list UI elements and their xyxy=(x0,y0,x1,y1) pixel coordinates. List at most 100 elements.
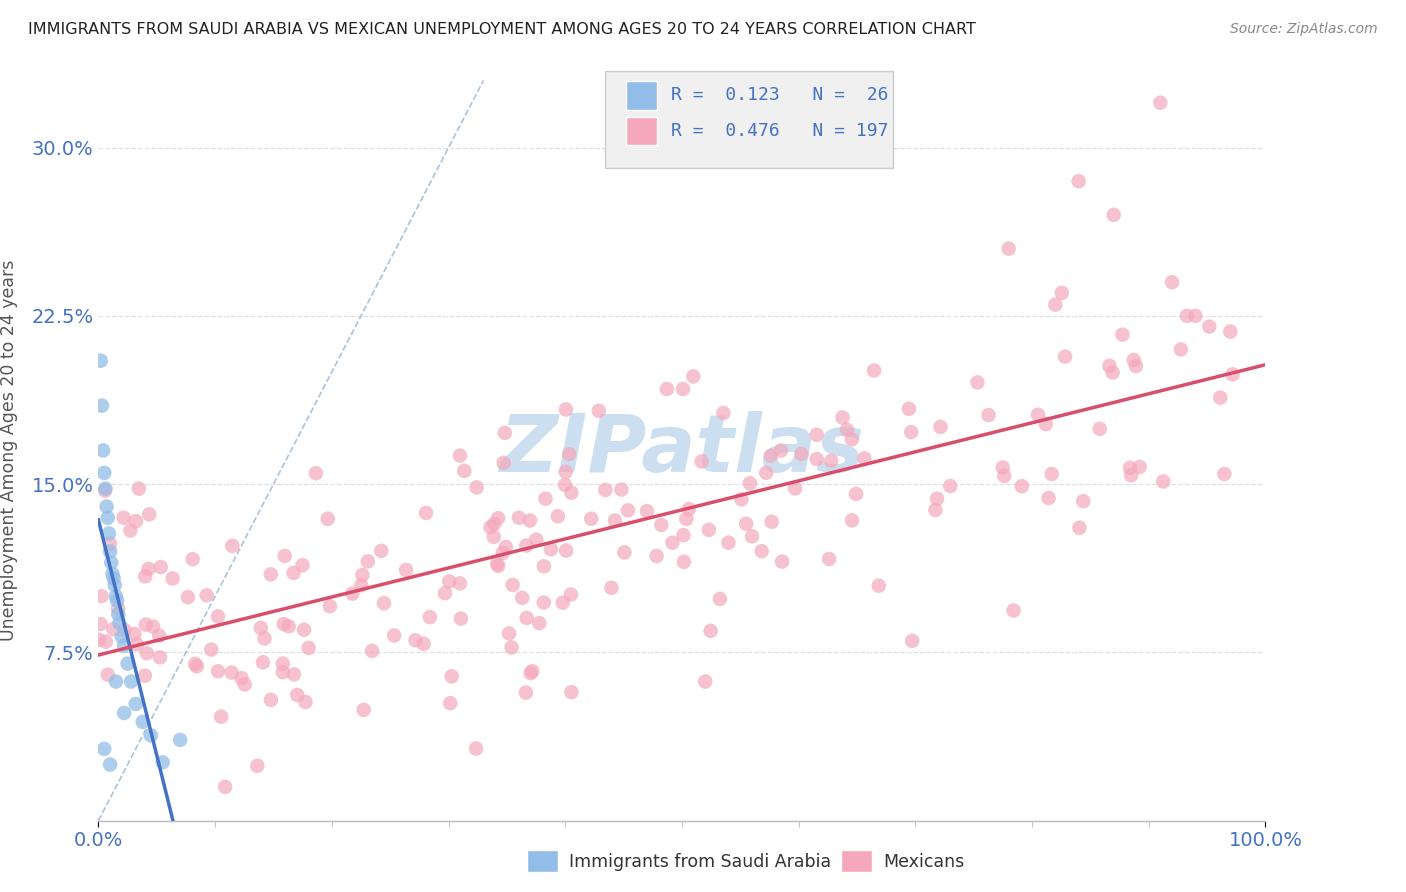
Point xyxy=(769,443,792,458)
Point xyxy=(120,524,142,538)
Point xyxy=(305,466,328,480)
Point xyxy=(519,666,541,681)
Point xyxy=(1102,208,1125,222)
Point xyxy=(853,451,876,466)
Point xyxy=(508,510,530,524)
Point xyxy=(678,502,700,516)
Point xyxy=(494,425,516,440)
Point xyxy=(138,562,160,576)
Point xyxy=(162,572,184,586)
Point xyxy=(516,611,538,625)
Point xyxy=(132,714,155,729)
Point xyxy=(588,404,610,418)
Point xyxy=(125,637,148,651)
Point xyxy=(593,483,616,497)
Point xyxy=(1038,491,1060,505)
Point xyxy=(818,552,841,566)
Point xyxy=(1111,327,1133,342)
Point xyxy=(897,401,920,416)
Point xyxy=(395,563,418,577)
Point xyxy=(682,369,704,384)
Point xyxy=(138,508,160,522)
Point xyxy=(672,528,695,542)
Point xyxy=(735,516,758,531)
Point xyxy=(711,406,734,420)
Point xyxy=(645,549,668,563)
Point xyxy=(901,633,924,648)
Point xyxy=(741,529,763,543)
Point xyxy=(124,627,146,641)
Point xyxy=(672,382,695,396)
Point xyxy=(482,530,505,544)
Point xyxy=(177,590,200,604)
Point xyxy=(252,655,274,669)
Point xyxy=(233,677,256,691)
Point xyxy=(717,535,740,549)
Point xyxy=(98,757,121,772)
Point xyxy=(820,454,842,468)
Point xyxy=(415,506,437,520)
Point xyxy=(650,517,672,532)
Point xyxy=(515,539,537,553)
Point xyxy=(492,546,515,560)
Point xyxy=(253,632,276,646)
Point xyxy=(1011,479,1033,493)
Point xyxy=(486,558,509,573)
Point xyxy=(540,542,562,557)
Point xyxy=(1069,521,1091,535)
Point xyxy=(465,480,488,494)
Point xyxy=(353,703,375,717)
Point xyxy=(522,664,544,678)
Point xyxy=(551,596,574,610)
Point xyxy=(661,535,683,549)
Point xyxy=(524,533,547,547)
Point xyxy=(207,609,229,624)
Point xyxy=(672,555,695,569)
Point xyxy=(868,579,890,593)
Point xyxy=(1045,298,1067,312)
Point xyxy=(1152,475,1174,489)
Point xyxy=(434,586,457,600)
Point xyxy=(1101,366,1123,380)
Point xyxy=(149,560,172,574)
Text: R =  0.123   N =  26: R = 0.123 N = 26 xyxy=(671,87,889,104)
Point xyxy=(361,644,384,658)
Point xyxy=(929,420,952,434)
Y-axis label: Unemployment Among Ages 20 to 24 years: Unemployment Among Ages 20 to 24 years xyxy=(0,260,17,641)
Point xyxy=(90,399,112,413)
Point xyxy=(675,512,697,526)
Point xyxy=(135,617,157,632)
Point xyxy=(352,568,374,582)
Point xyxy=(519,514,541,528)
Point xyxy=(298,640,321,655)
Point xyxy=(214,780,236,794)
Point xyxy=(250,621,273,635)
Point xyxy=(200,642,222,657)
Point xyxy=(412,637,434,651)
Point xyxy=(184,657,207,671)
Point xyxy=(751,544,773,558)
Point xyxy=(863,363,886,377)
Point xyxy=(98,536,121,550)
Point xyxy=(291,558,314,573)
Point xyxy=(1119,461,1142,475)
Point xyxy=(114,623,136,637)
Point xyxy=(195,588,218,602)
Point xyxy=(94,634,117,648)
Point xyxy=(1088,422,1111,436)
Point xyxy=(103,571,125,585)
Point xyxy=(294,695,316,709)
Text: Mexicans: Mexicans xyxy=(883,853,965,871)
Point xyxy=(991,460,1014,475)
Point xyxy=(283,667,305,681)
Point xyxy=(97,510,120,524)
Point xyxy=(515,685,537,699)
Point xyxy=(125,514,148,528)
Point xyxy=(97,526,120,541)
Point xyxy=(831,410,853,425)
Point xyxy=(87,632,110,647)
Point xyxy=(925,491,948,506)
Point xyxy=(117,657,139,671)
Point xyxy=(96,500,118,514)
Point xyxy=(134,668,156,682)
